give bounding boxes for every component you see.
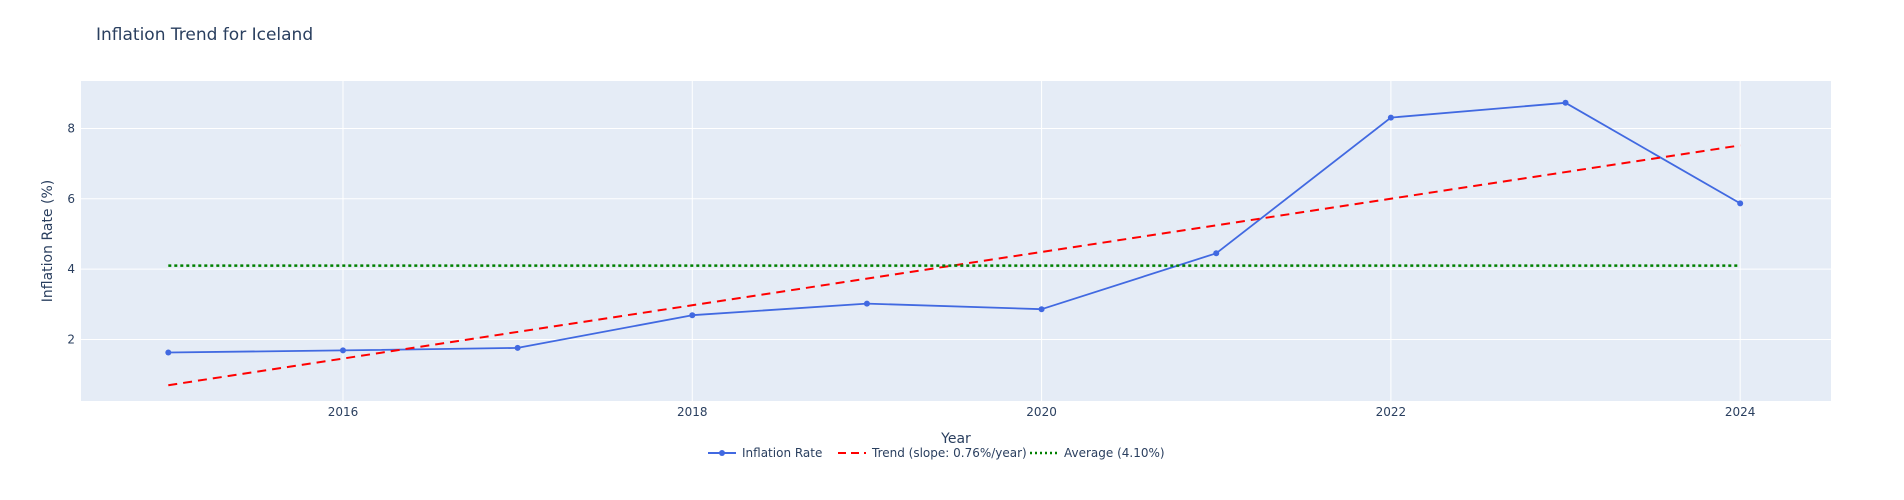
y-axis-title: Inflation Rate (%) [40, 180, 56, 302]
x-tick-label: 2022 [1376, 405, 1407, 419]
x-tick-label: 2020 [1026, 405, 1057, 419]
legend-label-0: Inflation Rate [742, 446, 822, 460]
data-point [863, 300, 870, 307]
legend-marker [719, 450, 725, 456]
data-point [514, 344, 521, 351]
y-tick-label: 2 [67, 332, 75, 346]
legend-label-1: Trend (slope: 0.76%/year) [871, 446, 1027, 460]
x-tick-label: 2016 [328, 405, 359, 419]
grid-lines [81, 81, 1831, 401]
data-point [1213, 250, 1220, 257]
series-line-1 [168, 144, 1741, 387]
data-point [1387, 114, 1394, 121]
data-point [339, 347, 346, 354]
x-tick-label: 2018 [677, 405, 708, 419]
data-point [1562, 99, 1569, 106]
series-line-0 [168, 101, 1741, 354]
series-layer [165, 99, 1744, 387]
x-axis-title: Year [940, 431, 971, 447]
plot-area [81, 81, 1831, 401]
data-point [689, 312, 696, 319]
data-point [1038, 306, 1045, 313]
y-tick-label: 6 [67, 192, 75, 206]
legend-label-2: Average (4.10%) [1064, 446, 1165, 460]
x-tick-label: 2024 [1725, 405, 1756, 419]
y-tick-label: 8 [67, 121, 75, 135]
y-tick-label: 4 [67, 262, 75, 276]
chart-title: Inflation Trend for Iceland [96, 25, 313, 45]
data-point [1737, 200, 1744, 207]
legend: Inflation Rate Trend (slope: 0.76%/year) A… [708, 446, 1165, 460]
data-point [165, 349, 172, 356]
tick-labels: 2016 2018 2020 2022 2024 2 4 6 8 [67, 121, 1755, 419]
